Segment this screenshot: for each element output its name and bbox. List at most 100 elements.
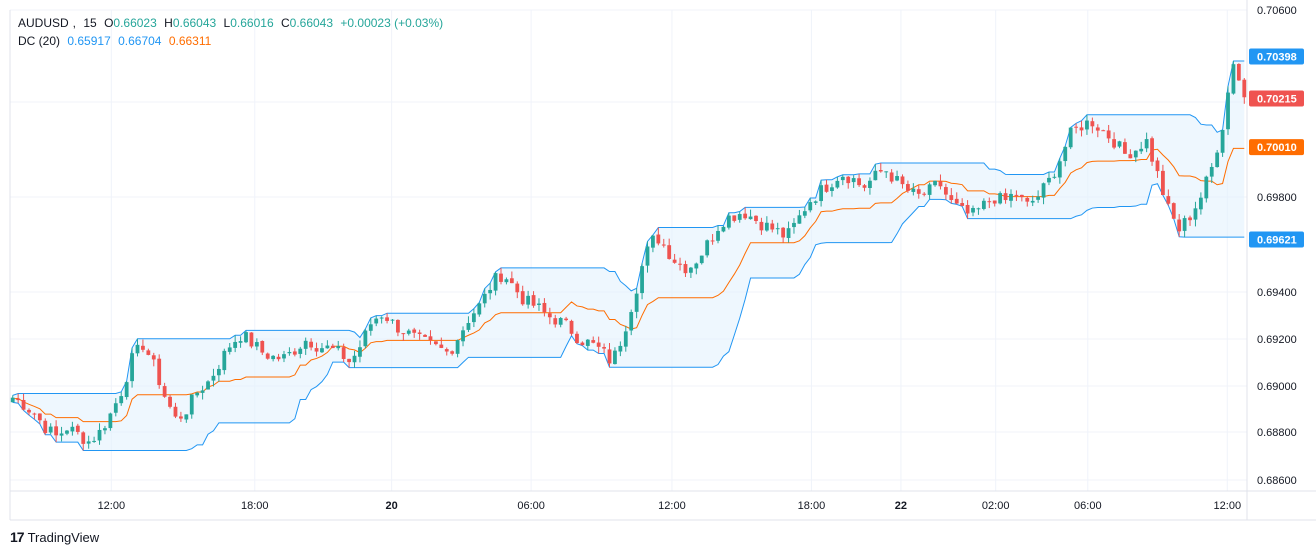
candle-body — [401, 333, 406, 335]
candle-body — [168, 396, 172, 407]
x-tick-label: 12:00 — [658, 500, 686, 512]
channel-fill — [12, 60, 1245, 451]
candle-body — [92, 440, 96, 442]
candle-body — [184, 414, 189, 420]
candle-body — [65, 430, 69, 434]
candle-body — [200, 390, 205, 393]
candle-body — [1068, 127, 1073, 148]
candle-body — [933, 180, 937, 186]
candle-body — [352, 355, 357, 363]
candle-body — [911, 188, 916, 192]
candle-body — [1139, 148, 1144, 152]
candle-body — [1090, 121, 1095, 127]
candle-body — [124, 382, 129, 398]
candle-body — [314, 348, 319, 352]
candle-body — [813, 201, 818, 203]
candle-body — [1215, 152, 1220, 168]
candle-body — [547, 313, 552, 318]
y-tick-label: 0.68600 — [1257, 475, 1297, 487]
candle-body — [987, 201, 992, 203]
low-value: 0.66016 — [230, 16, 274, 30]
candle-body — [526, 295, 531, 305]
candle-body — [16, 398, 21, 401]
candle-body — [569, 320, 574, 334]
candle-body — [992, 200, 997, 204]
candle-body — [1014, 194, 1019, 196]
candle-body — [781, 227, 786, 238]
candle-body — [786, 228, 791, 238]
candle-body — [1188, 217, 1192, 221]
candle-body — [504, 279, 509, 283]
candle-body — [466, 322, 471, 330]
candle-body — [368, 324, 373, 331]
interval-label[interactable]: 15 — [83, 16, 97, 30]
candle-body — [824, 184, 829, 192]
candle-body — [363, 330, 368, 347]
candle-body — [141, 345, 145, 350]
upper-band-line — [12, 60, 1245, 396]
indicator-legend: DC (20) 0.65917 0.66704 0.66311 — [18, 34, 215, 48]
candle-body — [602, 347, 606, 349]
candle-body — [1231, 64, 1236, 94]
candle-body — [385, 317, 389, 321]
candle-body — [482, 293, 487, 304]
candle-body — [1144, 139, 1149, 149]
dc-upper-value: 0.66704 — [118, 34, 162, 48]
candle-body — [1074, 126, 1078, 128]
x-tick-label: 12:00 — [98, 500, 126, 512]
candle-body — [732, 215, 737, 221]
open-value: 0.66023 — [113, 16, 157, 30]
candle-body — [406, 330, 411, 334]
candle-body — [998, 193, 1003, 204]
low-label: L0.66016 — [224, 16, 278, 30]
candle-body — [119, 396, 124, 404]
symbol-label[interactable]: AUDUSD — [18, 16, 69, 30]
candle-body — [1198, 197, 1203, 210]
candle-body — [81, 432, 86, 444]
candle-body — [1155, 160, 1160, 172]
high-value: 0.66043 — [172, 16, 217, 30]
candle-body — [1166, 196, 1171, 204]
candle-body — [792, 222, 796, 228]
donchian-channel — [12, 60, 1245, 452]
candles[interactable] — [10, 60, 1247, 451]
candle-body — [499, 273, 503, 282]
candle-body — [797, 215, 802, 224]
candle-body — [282, 354, 286, 359]
candle-body — [97, 429, 102, 441]
indicator-name[interactable]: DC (20) — [18, 34, 61, 48]
candle-body — [103, 428, 107, 431]
candle-body — [1003, 193, 1008, 201]
candle-body — [678, 263, 682, 265]
candle-body — [884, 171, 889, 173]
candle-body — [32, 413, 37, 415]
candle-body — [1193, 208, 1198, 220]
candle-body — [341, 347, 346, 360]
candle-body — [716, 230, 720, 241]
price-tag-label: 0.69621 — [1257, 235, 1297, 247]
close-value: 0.66043 — [289, 16, 334, 30]
candle-body — [276, 356, 281, 360]
candle-body — [43, 420, 48, 434]
candle-body — [1101, 130, 1106, 132]
candle-body — [320, 348, 324, 353]
axes: 0.706000.702000.698000.694000.692000.690… — [9, 0, 1316, 521]
candle-body — [244, 332, 248, 343]
candle-body — [965, 204, 970, 214]
candle-body — [1242, 79, 1247, 98]
candle-body — [1095, 127, 1100, 131]
candle-body — [1009, 193, 1013, 201]
candle-body — [1161, 170, 1165, 196]
candle-body — [688, 267, 693, 273]
tradingview-branding[interactable]: 17 TradingView — [10, 529, 99, 545]
candle-body — [379, 317, 384, 319]
candle-body — [840, 176, 845, 181]
candle-body — [471, 313, 476, 323]
price-tag-bg — [1249, 90, 1304, 107]
candle-body — [1171, 203, 1176, 219]
candle-body — [699, 255, 704, 264]
candle-body — [1226, 92, 1230, 130]
candle-body — [21, 399, 26, 410]
